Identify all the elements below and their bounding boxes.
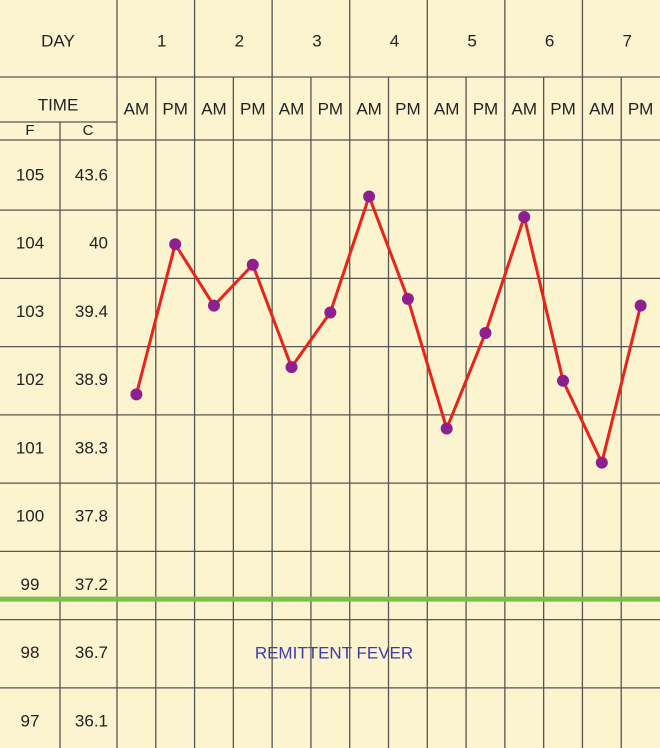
- time-label: PM: [318, 99, 344, 118]
- y-tick-label: 100: [16, 507, 44, 526]
- y-tick-label: 98: [21, 643, 40, 662]
- y-tick-label: 97: [21, 711, 40, 730]
- data-point: [479, 326, 492, 339]
- time-label: AM: [512, 99, 538, 118]
- data-point: [440, 422, 453, 435]
- time-label: AM: [589, 99, 615, 118]
- celsius-label: 37.2: [75, 575, 108, 594]
- celsius-label: 37.8: [75, 507, 108, 526]
- celsius-label: 36.1: [75, 711, 108, 730]
- time-label: PM: [473, 99, 499, 118]
- time-header: TIME: [38, 95, 79, 114]
- data-point: [207, 299, 220, 312]
- y-tick-label: 99: [21, 575, 40, 594]
- time-label: AM: [356, 99, 382, 118]
- y-tick-label: 103: [16, 302, 44, 321]
- time-label: PM: [628, 99, 654, 118]
- time-label: PM: [395, 99, 421, 118]
- celsius-label: 38.9: [75, 370, 108, 389]
- time-label: PM: [550, 99, 576, 118]
- time-label: AM: [201, 99, 227, 118]
- data-point: [595, 456, 608, 469]
- day-header: DAY: [41, 31, 75, 50]
- time-label: PM: [240, 99, 266, 118]
- data-point: [518, 210, 531, 223]
- data-point: [557, 374, 570, 387]
- temperature-line: [134, 192, 643, 468]
- time-label: AM: [279, 99, 305, 118]
- data-point: [169, 238, 182, 251]
- annotation: REMITTENT FEVER: [255, 643, 413, 662]
- data-point: [324, 306, 337, 319]
- celsius-label: 38.3: [75, 438, 108, 457]
- day-label: 6: [545, 31, 554, 50]
- y-tick-label: 101: [16, 438, 44, 457]
- y-tick-label: 105: [16, 165, 44, 184]
- time-label: PM: [162, 99, 188, 118]
- data-point: [401, 292, 414, 305]
- day-label: 1: [157, 31, 166, 50]
- day-label: 5: [467, 31, 476, 50]
- day-label: 7: [622, 31, 631, 50]
- data-point: [246, 258, 259, 271]
- day-label: 2: [235, 31, 244, 50]
- day-label: 4: [390, 31, 399, 50]
- day-label: 3: [312, 31, 321, 50]
- celsius-label: 43.6: [75, 165, 108, 184]
- data-point: [130, 388, 143, 401]
- celsius-label: 36.7: [75, 643, 108, 662]
- y-tick-label: 102: [16, 370, 44, 389]
- data-point: [363, 190, 376, 203]
- f-header: F: [25, 122, 34, 139]
- time-label: AM: [124, 99, 150, 118]
- data-point: [634, 299, 647, 312]
- celsius-label: 40: [89, 234, 108, 253]
- data-point: [285, 361, 298, 374]
- c-header: C: [83, 122, 94, 139]
- time-label: AM: [434, 99, 460, 118]
- y-tick-label: 104: [16, 234, 44, 253]
- celsius-label: 39.4: [75, 302, 108, 321]
